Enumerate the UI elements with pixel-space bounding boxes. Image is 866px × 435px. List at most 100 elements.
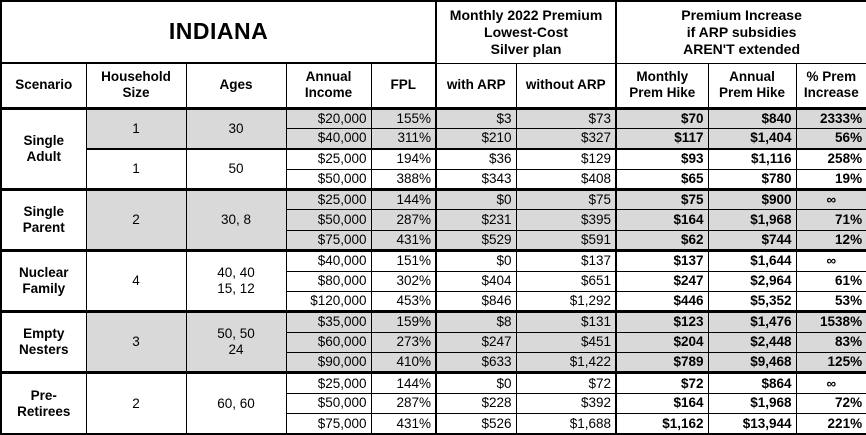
col-header-without-arp: without ARP bbox=[515, 62, 617, 109]
monthly-hike-cell: $247 bbox=[615, 270, 709, 292]
household-size-cell: 2 bbox=[85, 371, 187, 435]
income-cell: $25,000 bbox=[285, 147, 372, 170]
table-row: 1 50 $25,000 194% $36 $129 $93 $1,116 258% bbox=[1, 147, 866, 190]
with-arp-cell: $343 bbox=[435, 168, 517, 191]
fpl-cell: 273% bbox=[370, 331, 437, 354]
household-size-cell: 3 bbox=[85, 310, 187, 374]
ages-cell: 30 bbox=[185, 106, 287, 150]
monthly-hike-cell: $789 bbox=[615, 351, 709, 374]
pct-increase-cell: 56% bbox=[795, 127, 866, 150]
income-cell: $25,000 bbox=[285, 187, 372, 211]
without-arp-cell: $73 bbox=[515, 106, 617, 129]
table-row: Single Parent 2 30, 8 $25,000 144% $0 $75 $75 $9… bbox=[0, 187, 866, 252]
ages-cell: 30, 8 bbox=[185, 187, 287, 252]
table-row: $75,000 431% $529 $591 $62 $744 12% bbox=[1, 229, 866, 252]
income-cell: $35,000 bbox=[285, 310, 372, 333]
without-arp-cell: $137 bbox=[515, 249, 617, 272]
fpl-cell: 151% bbox=[370, 249, 437, 272]
with-arp-cell: $231 bbox=[435, 209, 517, 231]
monthly-hike-cell: $70 bbox=[615, 106, 709, 129]
annual-hike-cell: $5,352 bbox=[707, 290, 797, 313]
monthly-hike-cell: $62 bbox=[615, 229, 709, 252]
income-cell: $50,000 bbox=[285, 168, 372, 191]
with-arp-cell: $404 bbox=[435, 270, 517, 292]
monthly-hike-cell: $123 bbox=[615, 310, 709, 333]
annual-hike-cell: $1,476 bbox=[707, 310, 797, 333]
without-arp-cell: $395 bbox=[515, 209, 617, 231]
with-arp-cell: $529 bbox=[435, 229, 517, 252]
annual-hike-cell: $13,944 bbox=[707, 413, 797, 435]
income-cell: $75,000 bbox=[285, 229, 372, 252]
income-cell: $40,000 bbox=[285, 249, 372, 272]
col-header-annual-income: Annual Income bbox=[285, 62, 372, 109]
pct-increase-cell: 19% bbox=[795, 168, 866, 191]
with-arp-cell: $3 bbox=[435, 106, 517, 129]
pct-increase-cell: 83% bbox=[795, 331, 866, 354]
table-row: $50,000 287% $228 $392 $164 $1,968 72% bbox=[1, 392, 866, 415]
monthly-hike-cell: $72 bbox=[615, 371, 709, 394]
income-cell: $90,000 bbox=[285, 351, 372, 374]
annual-hike-cell: $780 bbox=[707, 168, 797, 191]
without-arp-cell: $327 bbox=[515, 127, 617, 150]
pct-increase-cell: ∞ bbox=[795, 371, 866, 394]
section-header-increase: Premium Increase if ARP subsidies AREN'T… bbox=[615, 0, 866, 64]
pct-increase-cell: 12% bbox=[795, 229, 866, 252]
ages-cell: 60, 60 bbox=[185, 371, 287, 435]
annual-hike-cell: $1,404 bbox=[707, 127, 797, 150]
annual-hike-cell: $1,968 bbox=[707, 392, 797, 415]
annual-hike-cell: $1,968 bbox=[707, 209, 797, 231]
table-row: Single Adult 1 30 $20,000 155% $3 $73 $70 $840 23… bbox=[0, 106, 866, 190]
without-arp-cell: $1,292 bbox=[515, 290, 617, 313]
without-arp-cell: $408 bbox=[515, 168, 617, 191]
household-size-cell: 1 bbox=[85, 106, 187, 150]
income-cell: $60,000 bbox=[285, 331, 372, 354]
without-arp-cell: $1,422 bbox=[515, 351, 617, 374]
with-arp-cell: $247 bbox=[435, 331, 517, 354]
table-row: $50,000 388% $343 $408 $65 $780 19% bbox=[1, 168, 866, 191]
with-arp-cell: $633 bbox=[435, 351, 517, 374]
annual-hike-cell: $900 bbox=[707, 187, 797, 211]
fpl-cell: 302% bbox=[370, 270, 437, 292]
monthly-hike-cell: $1,162 bbox=[615, 413, 709, 435]
scenario-cell: Single Adult bbox=[0, 106, 87, 190]
fpl-cell: 311% bbox=[370, 127, 437, 150]
monthly-hike-cell: $446 bbox=[615, 290, 709, 313]
with-arp-cell: $228 bbox=[435, 392, 517, 415]
scenario-cell: Empty Nesters bbox=[0, 310, 87, 374]
annual-hike-cell: $1,644 bbox=[707, 249, 797, 272]
income-cell: $80,000 bbox=[285, 270, 372, 292]
household-size-cell: 1 bbox=[85, 147, 187, 190]
ages-cell: 50, 50 24 bbox=[185, 310, 287, 374]
pct-increase-cell: ∞ bbox=[795, 187, 866, 211]
monthly-hike-cell: $93 bbox=[615, 147, 709, 170]
fpl-cell: 287% bbox=[370, 392, 437, 415]
monthly-hike-cell: $117 bbox=[615, 127, 709, 150]
fpl-cell: 388% bbox=[370, 168, 437, 191]
scenario-cell: Pre- Retirees bbox=[0, 371, 87, 435]
without-arp-cell: $131 bbox=[515, 310, 617, 333]
col-header-fpl: FPL bbox=[370, 62, 437, 109]
without-arp-cell: $392 bbox=[515, 392, 617, 415]
annual-hike-cell: $744 bbox=[707, 229, 797, 252]
pct-increase-cell: 258% bbox=[795, 147, 866, 170]
table-row: $40,000 311% $210 $327 $117 $1,404 56% bbox=[1, 127, 866, 150]
without-arp-cell: $72 bbox=[515, 371, 617, 394]
annual-hike-cell: $2,448 bbox=[707, 331, 797, 354]
income-cell: $75,000 bbox=[285, 413, 372, 435]
fpl-cell: 155% bbox=[370, 106, 437, 129]
pct-increase-cell: 61% bbox=[795, 270, 866, 292]
fpl-cell: 287% bbox=[370, 209, 437, 231]
table-row: $60,000 273% $247 $451 $204 $2,448 83% bbox=[1, 331, 866, 354]
table-row: Pre- Retirees 2 60, 60 $25,000 144% $0 $72 $72 $… bbox=[0, 371, 866, 435]
scenario-cell: Single Parent bbox=[0, 187, 87, 252]
without-arp-cell: $129 bbox=[515, 147, 617, 170]
col-header-annual-prem-hike: Annual Prem Hike bbox=[707, 62, 797, 109]
col-header-household-size: Household Size bbox=[85, 62, 187, 109]
section-header-premium: Monthly 2022 Premium Lowest-Cost Silver … bbox=[435, 0, 617, 64]
with-arp-cell: $210 bbox=[435, 127, 517, 150]
table-row: Nuclear Family 4 40, 40 15, 12 $40,000 151% $… bbox=[0, 249, 866, 313]
table-body: Single Adult 1 30 $20,000 155% $3 $73 $70 $840 23… bbox=[0, 106, 866, 435]
ages-cell: 50 bbox=[185, 147, 287, 190]
fpl-cell: 144% bbox=[370, 187, 437, 211]
